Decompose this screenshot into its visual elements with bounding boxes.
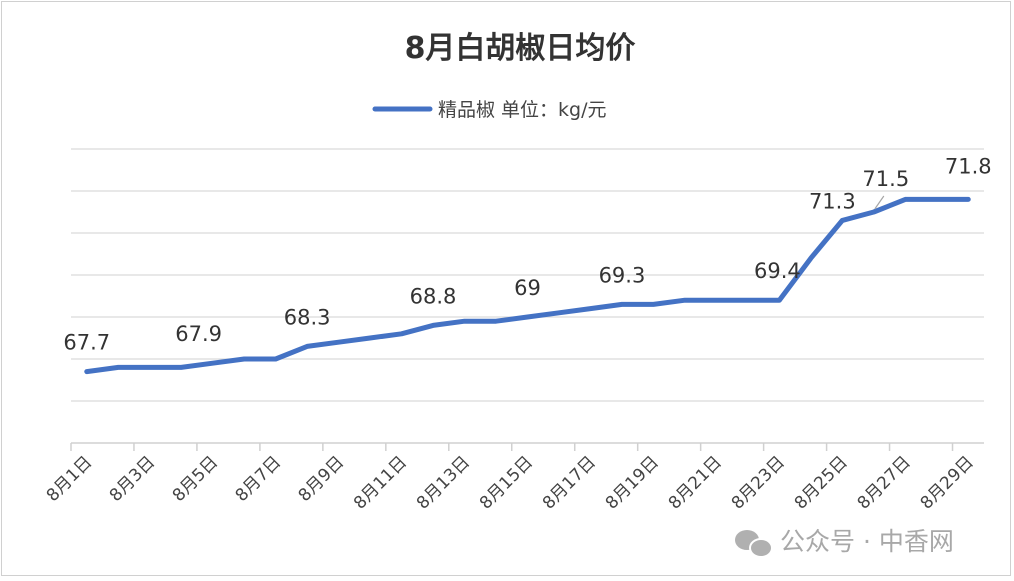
x-tick-label: 8月3日 bbox=[106, 452, 159, 505]
x-tick-label: 8月29日 bbox=[917, 452, 978, 513]
data-label: 71.8 bbox=[945, 154, 992, 178]
watermark: 公众号 · 中香网 bbox=[735, 527, 954, 558]
x-tick-label: 8月15日 bbox=[476, 452, 537, 513]
data-label: 67.7 bbox=[63, 331, 110, 355]
x-tick-label: 8月27日 bbox=[854, 452, 915, 513]
x-tick-label: 8月11日 bbox=[350, 452, 411, 513]
data-label: 71.5 bbox=[862, 167, 909, 191]
wechat-icon bbox=[735, 530, 773, 558]
x-tick-label: 8月25日 bbox=[791, 452, 852, 513]
x-tick-label: 8月17日 bbox=[539, 452, 600, 513]
x-tick-label: 8月13日 bbox=[413, 452, 474, 513]
data-label: 68.8 bbox=[410, 284, 457, 308]
x-tick-label: 8月7日 bbox=[232, 452, 285, 505]
x-tick-label: 8月21日 bbox=[665, 452, 726, 513]
watermark-text: 公众号 · 中香网 bbox=[780, 527, 954, 556]
data-label: 69.3 bbox=[599, 263, 646, 287]
x-tick-label: 8月1日 bbox=[43, 452, 96, 505]
series-line bbox=[84, 196, 971, 375]
x-tick-label: 8月5日 bbox=[169, 452, 222, 505]
data-label: 69.4 bbox=[754, 259, 801, 283]
legend: 精品椒 单位：kg/元 bbox=[372, 99, 607, 121]
data-label: 69 bbox=[514, 276, 541, 300]
x-tick-label: 8月23日 bbox=[728, 452, 789, 513]
data-label: 68.3 bbox=[284, 305, 331, 329]
legend-label: 精品椒 单位：kg/元 bbox=[438, 99, 607, 121]
leader-line bbox=[874, 195, 885, 210]
x-tick-label: 8月9日 bbox=[295, 452, 348, 505]
chart-title: 8月白胡椒日均价 bbox=[405, 31, 636, 66]
data-label: 71.3 bbox=[809, 189, 856, 213]
x-tick-label: 8月19日 bbox=[602, 452, 663, 513]
data-label: 67.9 bbox=[175, 322, 222, 346]
